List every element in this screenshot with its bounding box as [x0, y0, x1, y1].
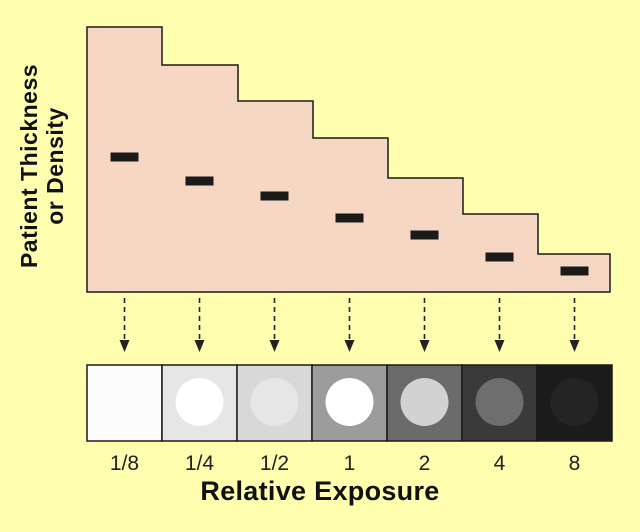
projection-arrow: [269, 298, 280, 352]
film-square: [236, 364, 313, 442]
x-axis-title: Relative Exposure: [200, 476, 440, 506]
projection-arrows: [119, 298, 580, 352]
exposure-label: 2: [419, 452, 431, 475]
density-marker: [185, 176, 214, 186]
y-axis-title: Patient Thickness or Density: [16, 64, 68, 268]
exposure-label: 8: [569, 452, 581, 475]
exposure-label: 1/8: [110, 452, 139, 475]
film-square: [386, 364, 463, 442]
projection-arrow: [569, 298, 580, 352]
film-disc: [550, 378, 599, 426]
projection-arrow: [494, 298, 505, 352]
density-markers: [110, 152, 589, 276]
film-density-strip: [86, 364, 613, 442]
density-marker: [410, 230, 439, 240]
film-disc: [400, 378, 449, 426]
film-disc: [250, 378, 299, 426]
projection-arrow: [119, 298, 130, 352]
exposure-label: 1: [344, 452, 356, 475]
film-square: [161, 364, 238, 442]
y-axis-title-line-1: Patient Thickness: [16, 63, 42, 269]
projection-arrow: [194, 298, 205, 352]
exposure-labels: 1/8 1/4 1/2 1 2 4 8: [110, 452, 580, 475]
exposure-label: 1/4: [185, 452, 215, 475]
patient-thickness-profile: [86, 26, 611, 293]
film-square: [536, 364, 613, 442]
film-disc: [175, 378, 224, 426]
density-marker: [110, 152, 139, 162]
exposure-label: 4: [494, 452, 506, 475]
density-marker: [335, 213, 364, 223]
exposure-label: 1/2: [260, 452, 289, 475]
film-disc: [325, 378, 374, 426]
y-axis-title-line-2: or Density: [42, 107, 68, 225]
projection-arrow: [419, 298, 430, 352]
film-square: [461, 364, 538, 442]
density-marker: [560, 266, 589, 276]
film-square: [311, 364, 388, 442]
projection-arrow: [344, 298, 355, 352]
film-square: [86, 364, 163, 442]
density-marker: [485, 252, 514, 262]
film-disc: [475, 378, 524, 426]
density-marker: [260, 191, 289, 201]
